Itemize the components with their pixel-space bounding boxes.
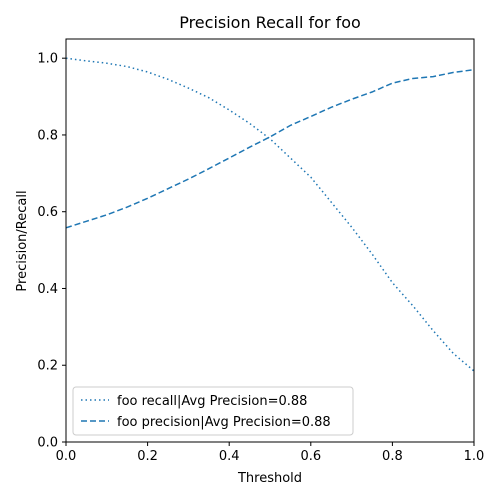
legend: foo recall|Avg Precision=0.88 foo precisi… [72, 386, 354, 436]
y-tick-label: 0.6 [37, 205, 58, 220]
series-line-precision [65, 68, 475, 229]
x-tick-label: 0.4 [219, 449, 240, 464]
legend-box [72, 386, 354, 436]
x-axis-ticks: 0.0 0.2 0.4 0.6 0.8 1.0 [56, 442, 485, 464]
chart-title: Precision Recall for foo [179, 13, 361, 32]
y-tick-label: 0.8 [37, 128, 58, 143]
x-tick-label: 0.0 [56, 449, 77, 464]
legend-label: foo recall|Avg Precision=0.88 [117, 394, 307, 409]
y-axis-label: Precision/Recall [15, 190, 30, 291]
x-axis-label: Threshold [237, 471, 302, 486]
x-tick-label: 1.0 [464, 449, 485, 464]
series-line-recall [65, 57, 475, 372]
y-tick-label: 1.0 [37, 52, 58, 67]
y-tick-label: 0.4 [37, 282, 58, 297]
x-tick-label: 0.2 [137, 449, 158, 464]
plot-frame [65, 38, 475, 443]
x-tick-label: 0.6 [300, 449, 321, 464]
plot-area [65, 57, 475, 372]
y-axis-ticks: 0.0 0.2 0.4 0.6 0.8 1.0 [37, 52, 66, 451]
y-tick-label: 0.0 [37, 436, 58, 451]
legend-label: foo precision|Avg Precision=0.88 [117, 415, 331, 430]
y-tick-label: 0.2 [37, 359, 58, 374]
x-tick-label: 0.8 [382, 449, 403, 464]
